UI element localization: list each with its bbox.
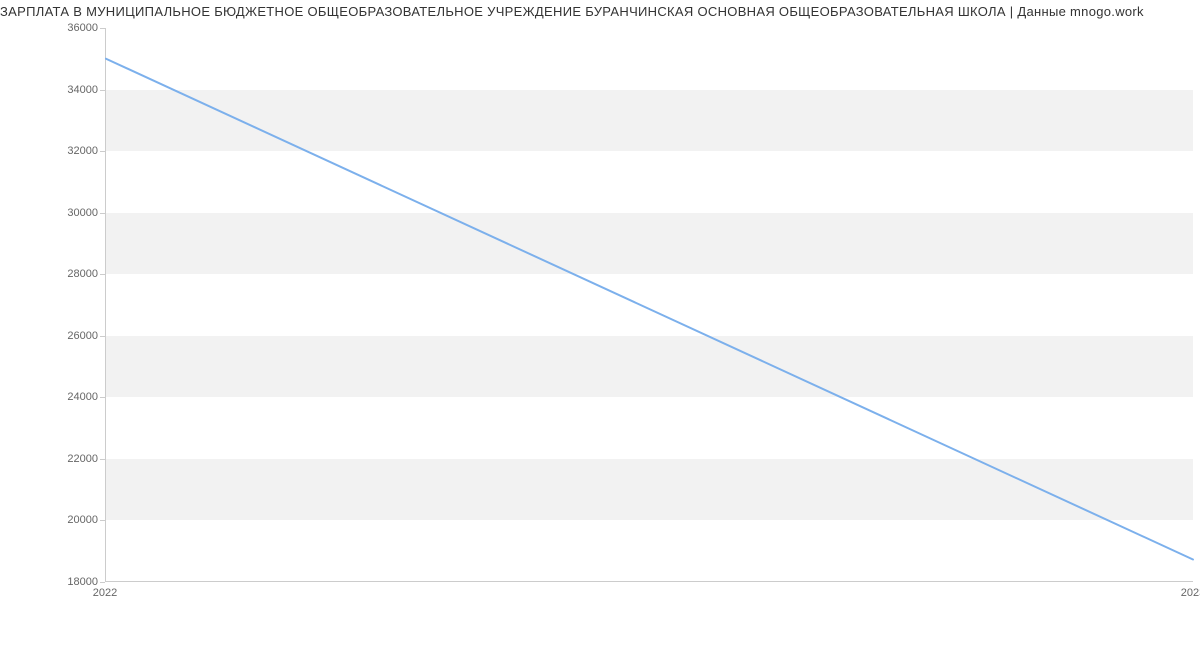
y-tick-label: 26000 xyxy=(67,330,98,342)
y-tick-label: 20000 xyxy=(67,514,98,526)
y-tick-label: 36000 xyxy=(67,22,98,34)
y-tick-mark xyxy=(100,459,105,460)
y-tick-mark xyxy=(100,213,105,214)
y-tick-mark xyxy=(100,151,105,152)
chart-container: ЗАРПЛАТА В МУНИЦИПАЛЬНОЕ БЮДЖЕТНОЕ ОБЩЕО… xyxy=(0,0,1200,650)
y-tick-label: 28000 xyxy=(67,268,98,280)
y-tick-label: 22000 xyxy=(67,453,98,465)
y-tick-label: 30000 xyxy=(67,207,98,219)
y-tick-label: 32000 xyxy=(67,145,98,157)
y-tick-mark xyxy=(100,397,105,398)
y-tick-mark xyxy=(100,520,105,521)
y-tick-mark xyxy=(100,28,105,29)
y-tick-mark xyxy=(100,274,105,275)
y-tick-label: 34000 xyxy=(67,84,98,96)
y-tick-label: 24000 xyxy=(67,391,98,403)
x-tick-label: 2022 xyxy=(93,587,117,599)
y-tick-mark xyxy=(100,90,105,91)
y-tick-mark xyxy=(100,582,105,583)
chart-title: ЗАРПЛАТА В МУНИЦИПАЛЬНОЕ БЮДЖЕТНОЕ ОБЩЕО… xyxy=(0,4,1200,19)
y-tick-mark xyxy=(100,336,105,337)
x-tick-label: 2023 xyxy=(1181,587,1200,599)
line-series xyxy=(106,28,1193,581)
plot-area xyxy=(105,28,1193,582)
